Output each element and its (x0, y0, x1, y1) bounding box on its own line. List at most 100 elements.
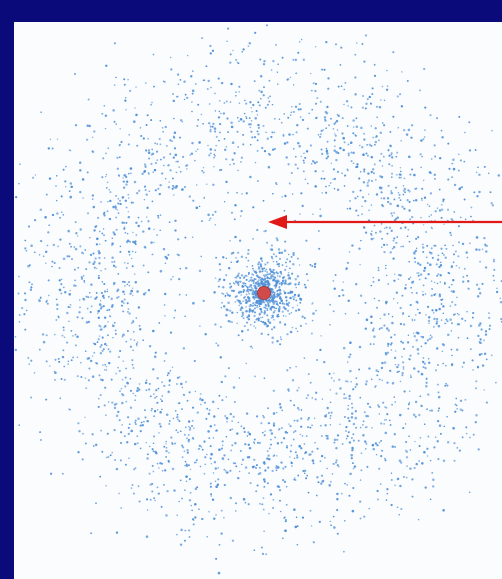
electron-dot (451, 162, 454, 165)
electron-dot (307, 373, 310, 376)
electron-dot (402, 185, 405, 187)
electron-dot (219, 131, 221, 134)
electron-dot (287, 388, 290, 391)
electron-dot (159, 214, 162, 216)
electron-dot (238, 239, 242, 242)
electron-dot (98, 335, 101, 337)
electron-dot (261, 431, 264, 434)
electron-dot (297, 141, 300, 145)
electron-dot (176, 383, 178, 385)
electron-dot (260, 422, 263, 425)
electron-dot (420, 335, 423, 338)
electron-dot (272, 506, 275, 509)
electron-dot (408, 278, 410, 280)
electron-dot (223, 200, 226, 203)
electron-dot (115, 414, 119, 418)
electron-dot (421, 199, 423, 201)
electron-dot (367, 172, 370, 175)
electron-dot (299, 297, 302, 301)
electron-dot (168, 221, 171, 224)
electron-dot (385, 88, 389, 91)
electron-dot (62, 257, 66, 261)
electron-dot (84, 442, 87, 445)
electron-dot (484, 266, 488, 269)
electron-dot (216, 483, 220, 486)
electron-dot (368, 143, 372, 147)
electron-dot (113, 42, 116, 45)
electron-dot (124, 199, 128, 203)
electron-dot (154, 397, 156, 399)
electron-dot (327, 77, 330, 80)
electron-dot (88, 124, 91, 128)
electron-dot (300, 417, 303, 420)
electron-dot (140, 220, 143, 223)
electron-dot (288, 276, 291, 280)
electron-dot (358, 247, 361, 250)
electron-dot (466, 274, 468, 277)
electron-dot (411, 495, 414, 498)
electron-dot (117, 295, 120, 298)
electron-dot (139, 429, 142, 433)
electron-dot (355, 117, 358, 120)
electron-dot (475, 171, 478, 174)
electron-dot (346, 207, 349, 210)
electron-dot (372, 276, 375, 279)
electron-dot (217, 478, 220, 481)
electron-dot (262, 508, 265, 511)
electron-dot (105, 64, 108, 67)
electron-dot (301, 118, 305, 122)
electron-dot (440, 216, 443, 219)
electron-dot (246, 266, 248, 268)
electron-dot (403, 207, 406, 210)
electron-dot (39, 239, 43, 243)
electron-dot (178, 293, 181, 296)
electron-dot (350, 160, 353, 163)
electron-dot (259, 285, 262, 288)
electron-dot (276, 315, 279, 318)
electron-dot (265, 131, 267, 134)
electron-dot (249, 288, 251, 291)
electron-dot (217, 407, 219, 410)
electron-dot (347, 431, 350, 434)
electron-dot (429, 409, 431, 412)
electron-dot (461, 409, 464, 412)
electron-dot (453, 183, 457, 187)
electron-dot (396, 371, 399, 374)
electron-dot (99, 345, 102, 349)
electron-dot (253, 284, 256, 287)
electron-dot (220, 509, 223, 512)
electron-dot (165, 257, 169, 260)
electron-dot (329, 520, 332, 523)
electron-dot (191, 101, 193, 103)
electron-dot (279, 499, 281, 502)
electron-dot (315, 391, 318, 394)
electron-dot (252, 288, 254, 290)
electron-dot (213, 154, 216, 157)
electron-dot (270, 432, 274, 435)
electron-dot (320, 335, 322, 337)
electron-dot (77, 422, 80, 425)
electron-dot (337, 114, 340, 118)
electron-dot (385, 327, 389, 330)
electron-dot (477, 334, 480, 338)
electron-dot (244, 274, 247, 277)
electron-dot (152, 171, 155, 173)
electron-dot (261, 316, 264, 319)
electron-dot (378, 467, 381, 470)
electron-dot (213, 291, 216, 294)
electron-dot (125, 340, 128, 343)
electron-dot (351, 509, 355, 513)
electron-dot (273, 319, 275, 321)
electron-dot (281, 276, 284, 279)
electron-dot (383, 250, 386, 254)
electron-dot (229, 101, 232, 103)
electron-dot (258, 89, 261, 92)
electron-dot (152, 393, 155, 395)
electron-dot (167, 164, 170, 167)
electron-dot (273, 454, 276, 456)
electron-dot (144, 165, 147, 168)
electron-dot (436, 419, 440, 423)
electron-dot (497, 174, 501, 177)
electron-dot (263, 86, 265, 89)
electron-dot (224, 294, 227, 297)
